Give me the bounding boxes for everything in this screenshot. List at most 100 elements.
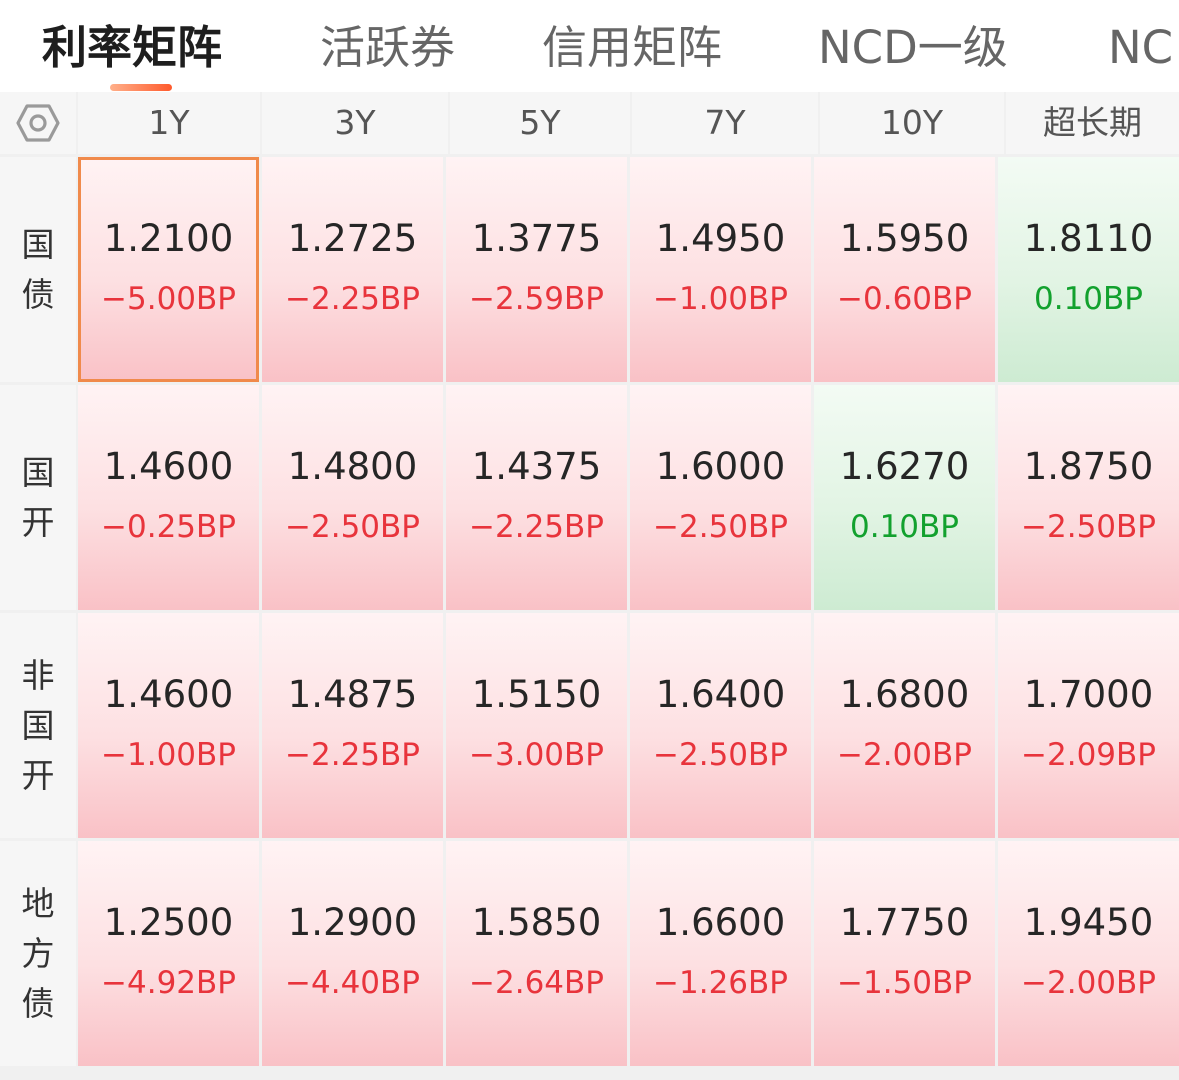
- column-header[interactable]: 10Y: [820, 92, 1004, 154]
- bp-change: −2.25BP: [469, 509, 604, 545]
- tab-bar: 利率矩阵 活跃券 信用矩阵 NCD一级 NC: [0, 0, 1179, 92]
- bp-change: −1.00BP: [653, 281, 788, 317]
- bp-change: −2.59BP: [469, 281, 604, 317]
- column-header[interactable]: 5Y: [450, 92, 630, 154]
- row-header-char: 开: [21, 502, 55, 542]
- row-header: 国债: [0, 157, 76, 382]
- tab-3[interactable]: NCD一级: [818, 21, 1008, 74]
- rate-cell[interactable]: 1.8750 −2.50BP: [998, 385, 1179, 610]
- row-header-char: 非: [21, 655, 55, 695]
- rate-cell[interactable]: 1.8110 0.10BP: [998, 157, 1179, 382]
- rate-cell[interactable]: 1.2725 −2.25BP: [262, 157, 443, 382]
- row-header-char: 国: [21, 705, 55, 745]
- row-header-char: 债: [21, 983, 55, 1023]
- bp-change: −1.00BP: [101, 737, 236, 773]
- column-header[interactable]: 7Y: [632, 92, 818, 154]
- yield-value: 1.4800: [287, 445, 418, 488]
- yield-value: 1.4375: [471, 445, 602, 488]
- rate-cell[interactable]: 1.4800 −2.50BP: [262, 385, 443, 610]
- rate-cell[interactable]: 1.5950 −0.60BP: [814, 157, 995, 382]
- column-header[interactable]: 1Y: [78, 92, 260, 154]
- yield-value: 1.9450: [1023, 901, 1154, 944]
- rate-cell[interactable]: 1.6800 −2.00BP: [814, 613, 995, 838]
- rate-cell[interactable]: 1.4375 −2.25BP: [446, 385, 627, 610]
- bp-change: 0.10BP: [850, 509, 959, 545]
- yield-value: 1.7000: [1023, 673, 1154, 716]
- yield-value: 1.6000: [655, 445, 786, 488]
- rate-cell[interactable]: 1.4600 −1.00BP: [78, 613, 259, 838]
- yield-value: 1.4600: [103, 445, 234, 488]
- bp-change: −2.25BP: [285, 281, 420, 317]
- row-header-char: 国: [21, 224, 55, 264]
- yield-value: 1.6600: [655, 901, 786, 944]
- yield-value: 1.2100: [103, 217, 234, 260]
- bp-change: −2.50BP: [285, 509, 420, 545]
- rate-cell[interactable]: 1.9450 −2.00BP: [998, 841, 1179, 1066]
- column-header[interactable]: 3Y: [262, 92, 448, 154]
- bp-change: −2.00BP: [837, 737, 972, 773]
- bp-change: −0.60BP: [837, 281, 972, 317]
- bp-change: 0.10BP: [1034, 281, 1143, 317]
- yield-value: 1.4600: [103, 673, 234, 716]
- settings-button[interactable]: [0, 92, 76, 154]
- bp-change: −2.50BP: [653, 737, 788, 773]
- rate-cell[interactable]: 1.4875 −2.25BP: [262, 613, 443, 838]
- yield-value: 1.5150: [471, 673, 602, 716]
- bp-change: −1.50BP: [837, 965, 972, 1001]
- row-header: 地方债: [0, 841, 76, 1066]
- rate-cell[interactable]: 1.2100 −5.00BP: [78, 157, 259, 382]
- row-header-char: 方: [21, 933, 55, 973]
- bp-change: −2.50BP: [653, 509, 788, 545]
- bp-change: −4.92BP: [101, 965, 236, 1001]
- rate-cell[interactable]: 1.6270 0.10BP: [814, 385, 995, 610]
- tab-2[interactable]: 信用矩阵: [542, 21, 723, 74]
- bp-change: −5.00BP: [101, 281, 236, 317]
- yield-value: 1.7750: [839, 901, 970, 944]
- rate-cell[interactable]: 1.2500 −4.92BP: [78, 841, 259, 1066]
- yield-value: 1.5850: [471, 901, 602, 944]
- bp-change: −2.50BP: [1021, 509, 1156, 545]
- tab-4[interactable]: NC: [1108, 21, 1174, 74]
- tab-0[interactable]: 利率矩阵: [42, 21, 223, 74]
- bp-change: −2.09BP: [1021, 737, 1156, 773]
- rate-cell[interactable]: 1.7000 −2.09BP: [998, 613, 1179, 838]
- rate-cell[interactable]: 1.6600 −1.26BP: [630, 841, 811, 1066]
- yield-value: 1.4950: [655, 217, 786, 260]
- yield-value: 1.2900: [287, 901, 418, 944]
- rate-cell[interactable]: 1.3775 −2.59BP: [446, 157, 627, 382]
- row-header-char: 地: [21, 883, 55, 923]
- settings-hexagon-icon: [16, 104, 60, 142]
- row-header-char: 国: [21, 452, 55, 492]
- yield-value: 1.6800: [839, 673, 970, 716]
- row-header-char: 债: [21, 274, 55, 314]
- yield-value: 1.6400: [655, 673, 786, 716]
- column-header-row: 1Y 3Y 5Y 7Y 10Y 超长期: [0, 92, 1179, 154]
- rate-cell[interactable]: 1.5150 −3.00BP: [446, 613, 627, 838]
- yield-value: 1.8110: [1023, 217, 1154, 260]
- rate-cell[interactable]: 1.7750 −1.50BP: [814, 841, 995, 1066]
- bp-change: −2.64BP: [469, 965, 604, 1001]
- rate-cell[interactable]: 1.4950 −1.00BP: [630, 157, 811, 382]
- bp-change: −2.25BP: [285, 737, 420, 773]
- yield-value: 1.8750: [1023, 445, 1154, 488]
- column-header[interactable]: 超长期: [1006, 92, 1179, 154]
- yield-value: 1.2500: [103, 901, 234, 944]
- yield-value: 1.2725: [287, 217, 418, 260]
- rate-cell[interactable]: 1.4600 −0.25BP: [78, 385, 259, 610]
- rate-cell[interactable]: 1.6400 −2.50BP: [630, 613, 811, 838]
- row-header: 国开: [0, 385, 76, 610]
- row-header: 非国开: [0, 613, 76, 838]
- row-header-char: 开: [21, 755, 55, 795]
- active-tab-indicator: [110, 84, 172, 91]
- tab-1[interactable]: 活跃券: [320, 21, 456, 74]
- yield-value: 1.5950: [839, 217, 970, 260]
- rate-cell[interactable]: 1.6000 −2.50BP: [630, 385, 811, 610]
- rate-cell[interactable]: 1.5850 −2.64BP: [446, 841, 627, 1066]
- rate-cell[interactable]: 1.2900 −4.40BP: [262, 841, 443, 1066]
- yield-value: 1.6270: [839, 445, 970, 488]
- rate-matrix-grid: 1Y 3Y 5Y 7Y 10Y 超长期 国债 1.2100 −5.00BP 1.2725 −2.2…: [0, 92, 1179, 1080]
- bp-change: −4.40BP: [285, 965, 420, 1001]
- yield-value: 1.4875: [287, 673, 418, 716]
- yield-value: 1.3775: [471, 217, 602, 260]
- bp-change: −2.00BP: [1021, 965, 1156, 1001]
